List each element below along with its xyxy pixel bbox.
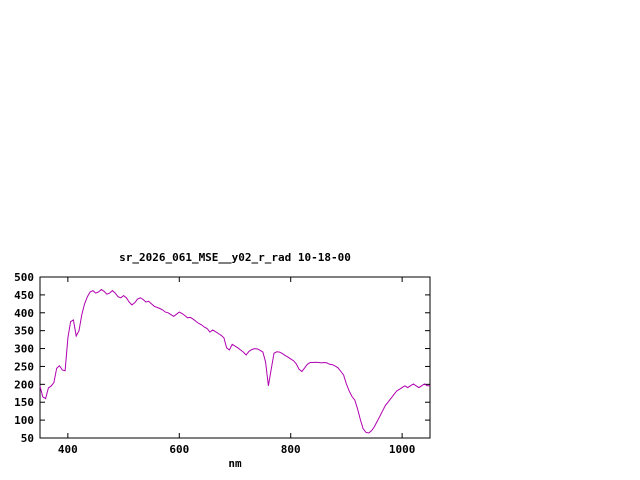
y-tick-label: 100 xyxy=(14,414,34,427)
y-tick-label: 450 xyxy=(14,289,34,302)
y-tick-label: 200 xyxy=(14,378,34,391)
y-tick-label: 400 xyxy=(14,307,34,320)
plot-border xyxy=(39,276,431,439)
y-tick-label: 300 xyxy=(14,343,34,356)
y-tick-label: 150 xyxy=(14,396,34,409)
x-tick-label: 400 xyxy=(58,443,78,456)
x-tick-label: 1000 xyxy=(389,443,416,456)
axis-ticks xyxy=(40,276,430,439)
axis-tick-labels: 400 600 800 1000 50 100 150 200 250 300 350 400 450 5… xyxy=(14,271,415,456)
y-tick-label: 250 xyxy=(14,360,34,373)
y-tick-label: 350 xyxy=(14,325,34,338)
x-tick-label: 600 xyxy=(169,443,189,456)
chart-title: sr_2026_061_MSE__y02_r_rad 10-18-00 xyxy=(119,251,351,264)
y-tick-label: 50 xyxy=(21,432,34,445)
y-tick-label: 500 xyxy=(14,271,34,284)
series-line xyxy=(39,288,430,434)
x-axis-label: nm xyxy=(228,457,242,470)
x-tick-label: 800 xyxy=(281,443,301,456)
